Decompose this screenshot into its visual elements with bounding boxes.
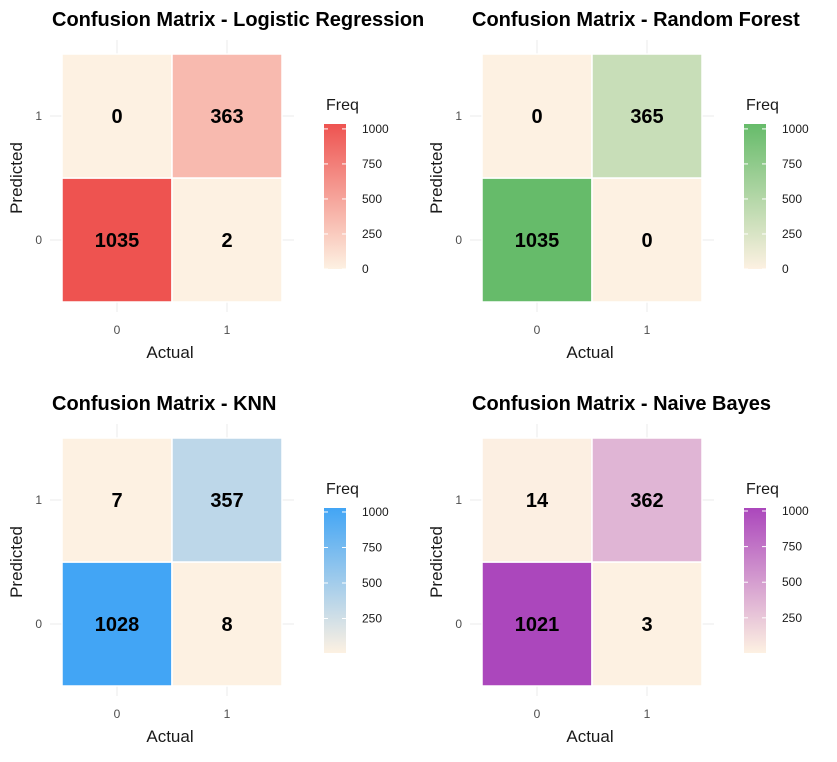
cell-value-label: 363 [210, 106, 243, 128]
y-axis-title: Predicted [7, 526, 26, 598]
legend-colorbar [744, 124, 766, 269]
legend-title: Freq [326, 481, 359, 498]
legend-tick-label: 250 [362, 227, 382, 241]
legend-tick-label: 0 [782, 262, 789, 276]
legend-title: Freq [746, 481, 779, 498]
chart-panel-1: 1035 0 0 365 0 1 0 1 Actual Predicted Freq 0 250 500 7… [427, 9, 809, 362]
legend-colorbar [744, 508, 766, 653]
legend-tick-label: 750 [782, 157, 802, 171]
legend-tick-label: 750 [362, 157, 382, 171]
cell-value-label: 0 [531, 106, 542, 128]
legend-tick-label: 1000 [362, 505, 389, 519]
cell-value-label: 362 [630, 490, 663, 512]
x-axis-title: Actual [566, 727, 613, 746]
legend-title: Freq [746, 97, 779, 114]
chart-panel-0: 1035 2 0 363 0 1 0 1 Actual Predicted Freq 0 250 500 7… [7, 9, 424, 362]
legend-tick-label: 0 [362, 262, 369, 276]
y-tick-label: 1 [35, 493, 42, 507]
x-axis-title: Actual [566, 343, 613, 362]
cell-value-label: 1035 [95, 230, 140, 252]
x-tick-label: 0 [534, 707, 541, 721]
heatmap-cell-actual-1-predicted-1 [591, 53, 703, 179]
legend-tick-label: 750 [782, 540, 802, 554]
heatmap-cell-actual-0-predicted-0 [61, 177, 173, 303]
cell-value-label: 14 [526, 490, 549, 512]
legend-tick-label: 250 [362, 611, 382, 625]
legend-title: Freq [326, 97, 359, 114]
x-tick-label: 0 [114, 707, 121, 721]
cell-value-label: 8 [221, 614, 232, 636]
legend-colorbar [324, 508, 346, 653]
legend-tick-label: 1000 [782, 504, 809, 518]
x-tick-label: 1 [644, 707, 651, 721]
chart-title: Confusion Matrix - Random Forest [472, 9, 800, 31]
cell-value-label: 2 [221, 230, 232, 252]
heatmap-cell-actual-1-predicted-1 [591, 437, 703, 563]
legend-tick-label: 500 [782, 192, 802, 206]
legend-tick-label: 250 [782, 611, 802, 625]
cell-value-label: 3 [641, 614, 652, 636]
y-tick-label: 0 [455, 617, 462, 631]
chart-title: Confusion Matrix - Logistic Regression [52, 9, 424, 31]
heatmap-cell-actual-1-predicted-0 [591, 177, 703, 303]
y-tick-label: 0 [455, 233, 462, 247]
y-tick-label: 0 [35, 233, 42, 247]
chart-title: Confusion Matrix - Naive Bayes [472, 393, 771, 415]
heatmap-cell-actual-1-predicted-1 [171, 437, 283, 563]
cell-value-label: 1035 [515, 230, 560, 252]
cell-value-label: 0 [641, 230, 652, 252]
heatmap-cell-actual-0-predicted-1 [481, 437, 593, 563]
legend-tick-label: 500 [362, 192, 382, 206]
x-axis-title: Actual [146, 343, 193, 362]
legend-tick-label: 250 [782, 227, 802, 241]
cell-value-label: 357 [210, 490, 243, 512]
heatmap-cell-actual-0-predicted-1 [481, 53, 593, 179]
cell-value-label: 1028 [95, 614, 140, 636]
y-tick-label: 0 [35, 617, 42, 631]
x-tick-label: 1 [644, 323, 651, 337]
heatmap-cell-actual-0-predicted-1 [61, 437, 173, 563]
heatmap-cell-actual-1-predicted-0 [171, 177, 283, 303]
legend-tick-label: 500 [782, 575, 802, 589]
y-axis-title: Predicted [427, 526, 446, 598]
legend-tick-label: 1000 [362, 122, 389, 136]
cell-value-label: 1021 [515, 614, 560, 636]
y-axis-title: Predicted [7, 142, 26, 214]
cell-value-label: 0 [111, 106, 122, 128]
chart-panel-2: 1028 8 7 357 0 1 0 1 Actual Predicted Freq 250 500 75… [7, 393, 389, 746]
y-tick-label: 1 [35, 109, 42, 123]
legend-colorbar [324, 124, 346, 269]
legend-tick-label: 1000 [782, 122, 809, 136]
x-axis-title: Actual [146, 727, 193, 746]
x-tick-label: 0 [534, 323, 541, 337]
x-tick-label: 0 [114, 323, 121, 337]
y-tick-label: 1 [455, 109, 462, 123]
heatmap-cell-actual-1-predicted-0 [171, 561, 283, 687]
heatmap-cell-actual-0-predicted-1 [61, 53, 173, 179]
legend-tick-label: 500 [362, 576, 382, 590]
heatmap-cell-actual-1-predicted-1 [171, 53, 283, 179]
x-tick-label: 1 [224, 707, 231, 721]
y-axis-title: Predicted [427, 142, 446, 214]
chart-title: Confusion Matrix - KNN [52, 393, 276, 415]
x-tick-label: 1 [224, 323, 231, 337]
y-tick-label: 1 [455, 493, 462, 507]
heatmap-cell-actual-1-predicted-0 [591, 561, 703, 687]
cell-value-label: 7 [111, 490, 122, 512]
heatmap-cell-actual-0-predicted-0 [481, 561, 593, 687]
chart-panel-3: 1021 3 14 362 0 1 0 1 Actual Predicted Freq 250 500 7… [427, 393, 809, 746]
legend-tick-label: 750 [362, 540, 382, 554]
cell-value-label: 365 [630, 106, 663, 128]
